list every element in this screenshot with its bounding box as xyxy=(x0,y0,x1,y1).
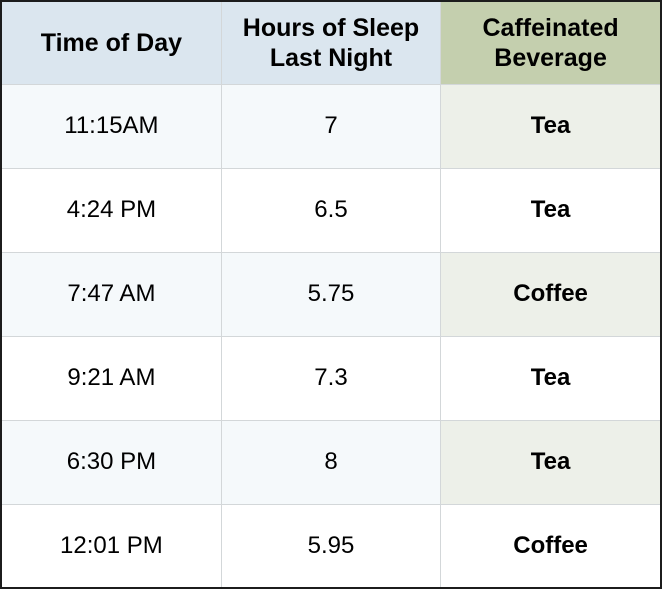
table-body: 11:15AM 7 Tea 4:24 PM 6.5 Tea 7:47 AM 5.… xyxy=(2,84,660,587)
cell-hours: 7 xyxy=(220,84,442,169)
cell-time: 9:21 AM xyxy=(2,335,222,421)
cell-time: 12:01 PM xyxy=(2,503,222,587)
cell-hours: 5.75 xyxy=(220,251,442,337)
table-header: Time of Day Hours of Sleep Last Night Ca… xyxy=(2,2,660,85)
cell-hours: 5.95 xyxy=(220,503,442,587)
cell-time: 4:24 PM xyxy=(2,167,222,253)
cell-hours: 6.5 xyxy=(220,167,442,253)
table-row: 7:47 AM 5.75 Coffee xyxy=(2,251,660,337)
header-row: Time of Day Hours of Sleep Last Night Ca… xyxy=(2,2,660,85)
cell-hours: 8 xyxy=(220,419,442,505)
cell-beverage: Tea xyxy=(440,335,660,421)
table-row: 6:30 PM 8 Tea xyxy=(2,419,660,505)
column-header-hours-of-sleep: Hours of Sleep Last Night xyxy=(220,2,442,85)
cell-beverage: Tea xyxy=(440,167,660,253)
cell-beverage: Coffee xyxy=(440,503,660,587)
cell-beverage: Tea xyxy=(440,419,660,505)
cell-hours: 7.3 xyxy=(220,335,442,421)
cell-beverage: Coffee xyxy=(440,251,660,337)
table-row: 12:01 PM 5.95 Coffee xyxy=(2,503,660,587)
table-row: 4:24 PM 6.5 Tea xyxy=(2,167,660,253)
column-header-time-of-day: Time of Day xyxy=(2,2,222,85)
table-row: 11:15AM 7 Tea xyxy=(2,84,660,169)
cell-time: 6:30 PM xyxy=(2,419,222,505)
cell-time: 7:47 AM xyxy=(2,251,222,337)
cell-beverage: Tea xyxy=(440,84,660,169)
cell-time: 11:15AM xyxy=(2,84,222,169)
table-row: 9:21 AM 7.3 Tea xyxy=(2,335,660,421)
column-header-caffeinated-beverage: Caffeinated Beverage xyxy=(440,2,660,85)
